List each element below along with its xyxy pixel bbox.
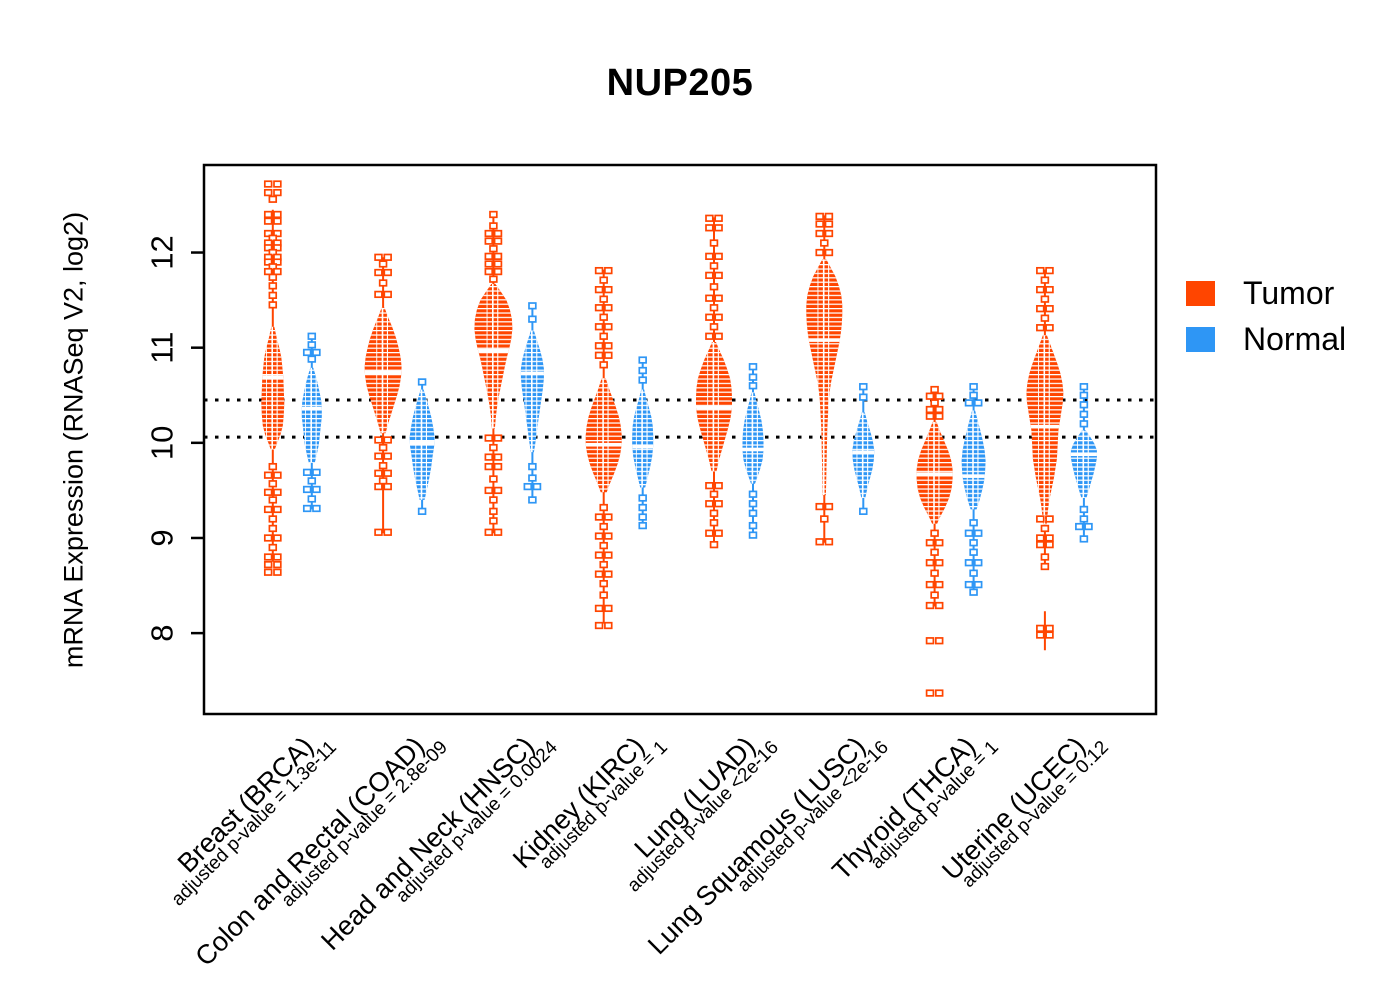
violin-ucec-tumor	[1026, 266, 1064, 651]
violin-luad-tumor	[696, 214, 732, 549]
violin-kirc-normal	[632, 356, 654, 530]
y-tick-label: 10	[145, 426, 180, 460]
violin-kirc-tumor	[585, 266, 622, 630]
legend-item-tumor: Tumor	[1186, 277, 1346, 309]
violin-ucec-normal	[1070, 383, 1097, 543]
y-tick-label: 11	[145, 332, 180, 364]
plot-border	[202, 163, 1158, 716]
violin-thca-tumor	[916, 385, 953, 697]
chart-title: NUP205	[606, 62, 754, 104]
normal-color-swatch	[1186, 326, 1215, 352]
violin-hnsc-tumor	[474, 210, 513, 536]
violin-coad-tumor	[364, 253, 402, 536]
y-tick-label: 12	[145, 235, 180, 269]
y-tick-label: 9	[145, 529, 180, 546]
violin-lusc-normal	[852, 383, 875, 515]
violin-thca-normal	[961, 383, 986, 596]
tumor-legend-label: Tumor	[1243, 275, 1335, 311]
violin-lusc-tumor	[806, 212, 843, 546]
tumor-color-swatch	[1186, 280, 1215, 306]
violin-luad-normal	[742, 363, 764, 539]
violin-brca-tumor	[261, 180, 285, 576]
normal-legend-label: Normal	[1243, 321, 1347, 357]
violin-brca-normal	[301, 332, 322, 513]
violin-coad-normal	[409, 378, 435, 515]
legend: Tumor Normal	[1186, 277, 1346, 355]
legend-item-normal: Normal	[1186, 323, 1346, 355]
violin-hnsc-normal	[520, 302, 544, 504]
y-tick-label: 8	[145, 624, 180, 641]
